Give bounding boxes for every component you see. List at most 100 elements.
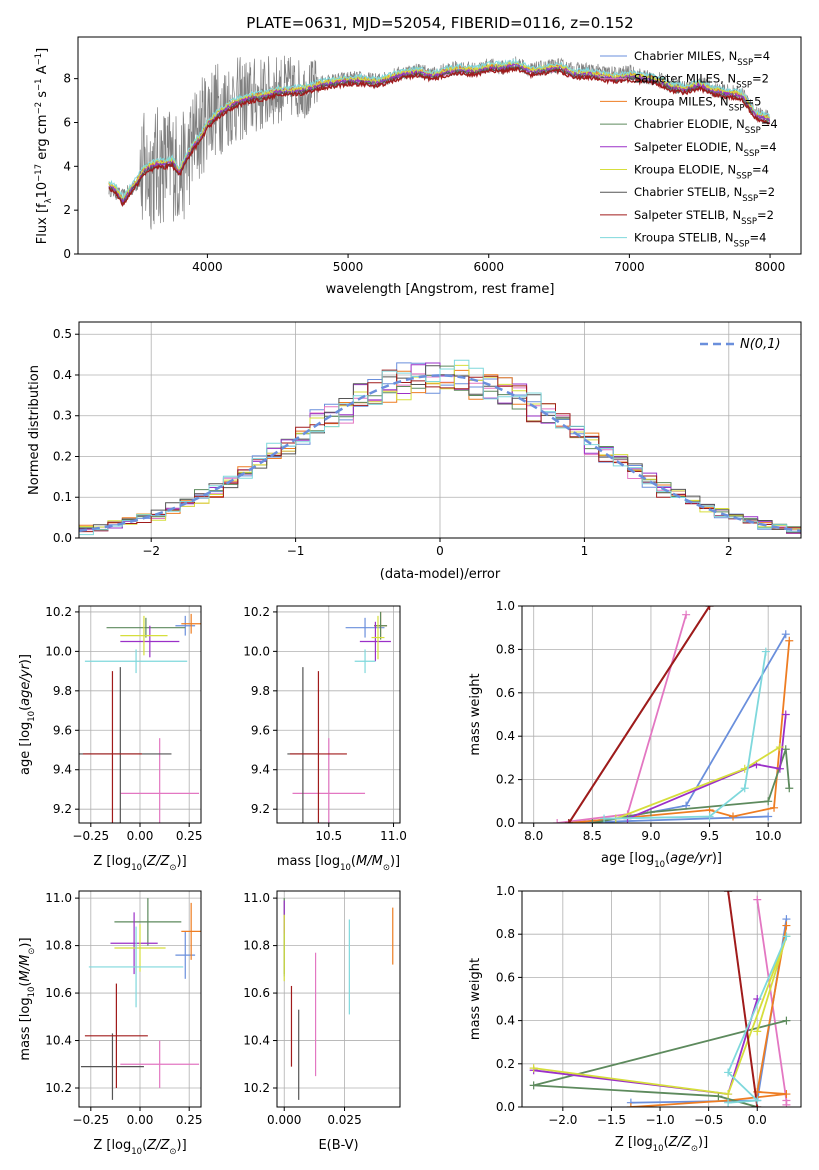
y-tick-label: 9.4 (251, 763, 270, 777)
y-tick-label: 2 (63, 203, 71, 217)
y-tick-label: 0.4 (496, 1014, 515, 1028)
y-axis-label: mass weight (468, 958, 483, 1040)
errorbar-point (80, 1033, 144, 1100)
weight-marker (529, 1064, 538, 1073)
weight-marker (705, 812, 714, 821)
weight-series (533, 998, 759, 1095)
weight-marker (775, 764, 784, 773)
x-tick-label: 8.0 (524, 829, 543, 843)
y-axis-label: mass weight (468, 673, 483, 755)
errorbar-point (82, 671, 142, 823)
errorbar-point (120, 615, 168, 656)
errorbar-point (106, 617, 186, 638)
x-tick-label: 10.5 (315, 829, 342, 843)
y-tick-label: 10.4 (243, 1034, 270, 1048)
weight-series (627, 714, 787, 820)
y-tick-label: 1.0 (496, 599, 515, 613)
axes-frame (77, 36, 802, 255)
x-tick-label: 9.5 (700, 829, 719, 843)
legend-label: Kroupa MILES, NSSP=5 (634, 94, 761, 113)
plot-area (80, 898, 201, 1100)
y-tick-label: 10.2 (243, 1081, 270, 1095)
x-tick-label: −1 (287, 544, 305, 558)
weight-marker (761, 647, 770, 656)
axes-frame (276, 605, 401, 824)
plot-area (79, 359, 801, 536)
y-tick-label: 11.0 (243, 891, 270, 905)
x-tick-label: −2.0 (548, 1113, 577, 1127)
y-tick-label: 11.0 (45, 891, 72, 905)
y-tick-label: 0.0 (53, 531, 72, 545)
legend-label: Chabrier MILES, NSSP=4 (634, 49, 770, 68)
weight-marker (764, 812, 773, 821)
weight-marker (782, 1016, 791, 1025)
x-tick-label: 11.0 (380, 829, 407, 843)
errorbar-point (114, 924, 166, 972)
weight-marker (770, 803, 779, 812)
axes-frame (521, 890, 802, 1108)
y-tick-label: 10.2 (45, 605, 72, 619)
plot-area (287, 611, 391, 823)
weight-marker (729, 812, 738, 821)
y-axis-label: Normed distribution (27, 365, 42, 495)
histogram-series (79, 369, 801, 533)
y-tick-label: 0.4 (496, 729, 515, 743)
x-tick-label: 0.25 (176, 829, 203, 843)
legend-label: Kroupa STELIB, NSSP=4 (634, 231, 766, 250)
weight-series (604, 651, 767, 820)
errorbar-point (345, 617, 385, 638)
y-tick-label: 9.2 (251, 802, 270, 816)
y-tick-label: 9.8 (251, 684, 270, 698)
legend-label: Salpeter ELODIE, NSSP=4 (634, 140, 777, 159)
y-tick-label: 9.6 (251, 723, 270, 737)
weight-marker (529, 1081, 538, 1090)
weight-marker (775, 743, 784, 752)
x-tick-label: 9.0 (641, 829, 660, 843)
weight-marker (753, 895, 762, 904)
y-tick-label: 10.0 (45, 644, 72, 658)
weight-marker (781, 710, 790, 719)
y-tick-label: 0.8 (496, 642, 515, 656)
y-tick-label: 0.2 (53, 449, 72, 463)
x-axis-label: Z [log10(Z/Z⊙)] (93, 854, 186, 873)
weight-marker (564, 819, 573, 823)
Z-mass-panel: −0.25 0.00 0.25 10.2 10.4 10.6 10.8 11.0 Z [log1… (18, 890, 203, 1157)
y-tick-label: 10.6 (243, 986, 270, 1000)
y-tick-label: 10.6 (45, 986, 72, 1000)
x-tick-label: −0.25 (72, 829, 109, 843)
legend-label: Chabrier ELODIE, NSSP=4 (634, 117, 778, 136)
y-tick-label: 10.8 (243, 939, 270, 953)
x-axis-label: (data-model)/error (380, 567, 501, 582)
x-axis-label: age [log10(age/yr)] (601, 851, 722, 870)
plot-area (108, 55, 771, 230)
y-tick-label: 0.3 (53, 409, 72, 423)
histogram-panel: −2 −1 0 1 2 0.0 0.1 0.2 0.3 0.4 0.5 N(0,1) (data-mod… (27, 321, 802, 582)
y-tick-label: 6 (63, 115, 71, 129)
y-tick-label: 10.8 (45, 939, 72, 953)
Z-weight-panel: −2.0 −1.5 −1.0 −0.5 0.0 0.0 0.2 0.4 0.6 0.8 1.0 Z [… (468, 884, 802, 1154)
weight-marker (782, 1100, 791, 1107)
y-tick-label: 0.6 (496, 686, 515, 700)
errorbar-point (181, 902, 201, 960)
model-spectrum (108, 65, 770, 207)
weight-marker (682, 610, 691, 619)
y-tick-label: 9.8 (53, 684, 72, 698)
age-weight-panel: 8.0 8.5 9.0 9.5 10.0 0.0 0.2 0.4 0.6 0.8 1.0 age [l… (468, 599, 802, 870)
y-tick-label: 0.4 (53, 368, 72, 382)
x-tick-label: 0.000 (267, 1113, 301, 1127)
x-tick-label: 6000 (473, 260, 504, 274)
weight-series (568, 606, 711, 823)
y-tick-label: 0.8 (496, 927, 515, 941)
errorbar-point (292, 738, 366, 823)
x-tick-label: 0.00 (127, 1113, 154, 1127)
x-axis-label: E(B-V) (318, 1138, 358, 1153)
errorbar-point (371, 615, 385, 660)
plot-area (529, 891, 791, 1107)
y-tick-label: 0 (63, 247, 71, 261)
errorbar-point (120, 738, 200, 823)
errorbar-point (114, 898, 182, 946)
model-spectrum (108, 66, 771, 206)
weight-marker (588, 819, 597, 823)
x-tick-label: −2 (142, 544, 160, 558)
